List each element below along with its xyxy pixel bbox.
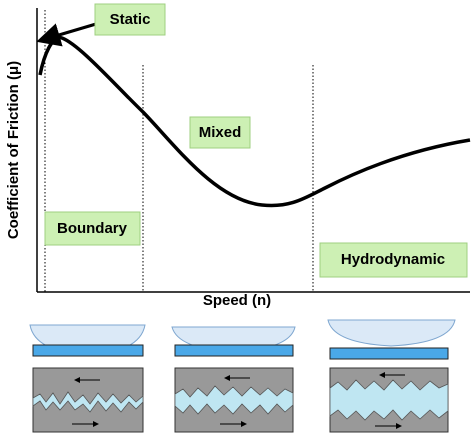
label-box (44, 211, 141, 246)
x-axis-label: Speed (n) (203, 292, 271, 309)
panel-hydrodynamic (327, 319, 456, 433)
label-box (94, 3, 166, 36)
label-box (319, 242, 468, 278)
region-label: Boundary (57, 220, 128, 237)
static-arrow (36, 22, 97, 47)
region-label: Hydrodynamic (341, 251, 445, 268)
stribeck-curve (38, 36, 471, 208)
panel-boundary (29, 324, 146, 433)
region-label: Static (110, 11, 151, 28)
panel-mixed (171, 326, 296, 433)
label-box (189, 116, 251, 149)
y-axis-label: Coefficient of Friction (μ) (5, 61, 22, 239)
region-label: Mixed (199, 124, 242, 141)
